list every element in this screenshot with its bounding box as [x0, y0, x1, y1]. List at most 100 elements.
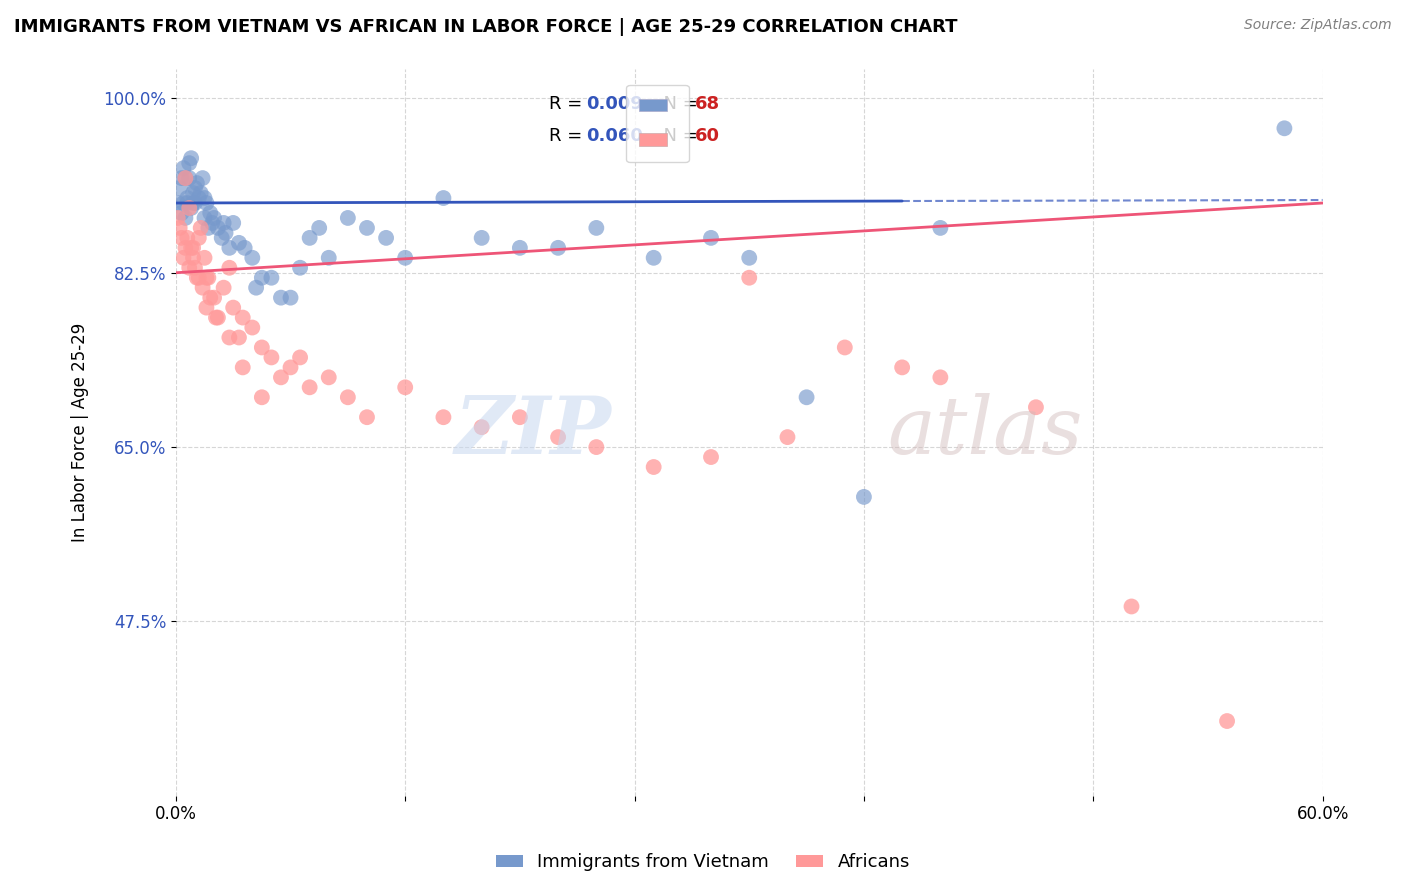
- Point: [547, 241, 569, 255]
- Point: [169, 181, 191, 195]
- Point: [232, 360, 254, 375]
- Point: [169, 221, 191, 235]
- Point: [250, 341, 273, 355]
- Point: [197, 221, 219, 235]
- Point: [270, 370, 292, 384]
- Point: [180, 241, 202, 255]
- Point: [179, 201, 201, 215]
- Point: [318, 251, 340, 265]
- Point: [207, 221, 229, 235]
- Point: [308, 221, 330, 235]
- Point: [211, 231, 233, 245]
- Text: 68: 68: [696, 95, 720, 112]
- Point: [184, 196, 207, 211]
- Point: [318, 370, 340, 384]
- Point: [218, 241, 240, 255]
- Point: [170, 206, 193, 220]
- Point: [336, 211, 359, 225]
- Point: [471, 231, 494, 245]
- Point: [176, 196, 198, 211]
- Point: [201, 216, 224, 230]
- Text: R =: R =: [548, 95, 588, 112]
- Point: [929, 370, 952, 384]
- Point: [187, 231, 209, 245]
- Point: [643, 251, 665, 265]
- Point: [212, 216, 235, 230]
- Point: [260, 351, 283, 365]
- Point: [176, 231, 198, 245]
- Point: [336, 390, 359, 404]
- Point: [1216, 714, 1239, 728]
- Point: [796, 390, 818, 404]
- Point: [212, 281, 235, 295]
- Point: [173, 161, 195, 175]
- Point: [245, 281, 267, 295]
- Point: [394, 251, 416, 265]
- Point: [170, 231, 193, 245]
- Point: [180, 201, 202, 215]
- Point: [270, 291, 292, 305]
- Point: [547, 430, 569, 444]
- Point: [298, 380, 321, 394]
- Point: [280, 291, 302, 305]
- Point: [375, 231, 398, 245]
- Point: [186, 176, 208, 190]
- Point: [202, 211, 225, 225]
- Point: [776, 430, 799, 444]
- Point: [240, 251, 263, 265]
- Point: [205, 310, 228, 325]
- Point: [174, 171, 197, 186]
- Point: [170, 171, 193, 186]
- Point: [222, 301, 245, 315]
- Point: [181, 186, 204, 200]
- Point: [174, 241, 197, 255]
- Point: [1274, 121, 1296, 136]
- Point: [180, 151, 202, 165]
- Point: [191, 281, 214, 295]
- Point: [1121, 599, 1143, 614]
- Point: [187, 191, 209, 205]
- Point: [197, 270, 219, 285]
- Point: [834, 341, 856, 355]
- Point: [700, 231, 723, 245]
- Point: [432, 191, 454, 205]
- Point: [181, 196, 204, 211]
- Point: [191, 171, 214, 186]
- Point: [184, 181, 207, 195]
- Point: [179, 260, 201, 275]
- Point: [250, 270, 273, 285]
- Point: [174, 171, 197, 186]
- Point: [186, 270, 208, 285]
- Point: [181, 251, 204, 265]
- Point: [288, 260, 311, 275]
- Point: [173, 196, 195, 211]
- Point: [200, 291, 222, 305]
- Point: [190, 186, 212, 200]
- Point: [179, 156, 201, 170]
- Point: [509, 241, 531, 255]
- Text: atlas: atlas: [887, 393, 1083, 471]
- Point: [193, 251, 215, 265]
- Point: [240, 320, 263, 334]
- Point: [233, 241, 256, 255]
- Y-axis label: In Labor Force | Age 25-29: In Labor Force | Age 25-29: [72, 323, 89, 541]
- Point: [509, 410, 531, 425]
- Point: [214, 226, 236, 240]
- Point: [207, 310, 229, 325]
- Text: N =: N =: [652, 95, 703, 112]
- Point: [222, 216, 245, 230]
- Point: [218, 330, 240, 344]
- Point: [738, 251, 761, 265]
- Point: [193, 211, 215, 225]
- Point: [288, 351, 311, 365]
- Point: [432, 410, 454, 425]
- Point: [891, 360, 914, 375]
- Point: [643, 460, 665, 475]
- Point: [738, 270, 761, 285]
- Point: [174, 211, 197, 225]
- Point: [166, 211, 188, 225]
- Point: [181, 241, 204, 255]
- Point: [195, 270, 218, 285]
- Point: [195, 301, 218, 315]
- Point: [166, 196, 188, 211]
